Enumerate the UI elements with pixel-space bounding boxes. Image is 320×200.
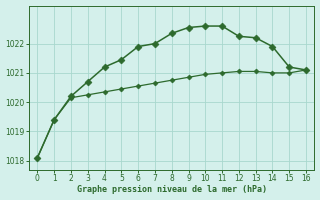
X-axis label: Graphe pression niveau de la mer (hPa): Graphe pression niveau de la mer (hPa) [77,185,267,194]
